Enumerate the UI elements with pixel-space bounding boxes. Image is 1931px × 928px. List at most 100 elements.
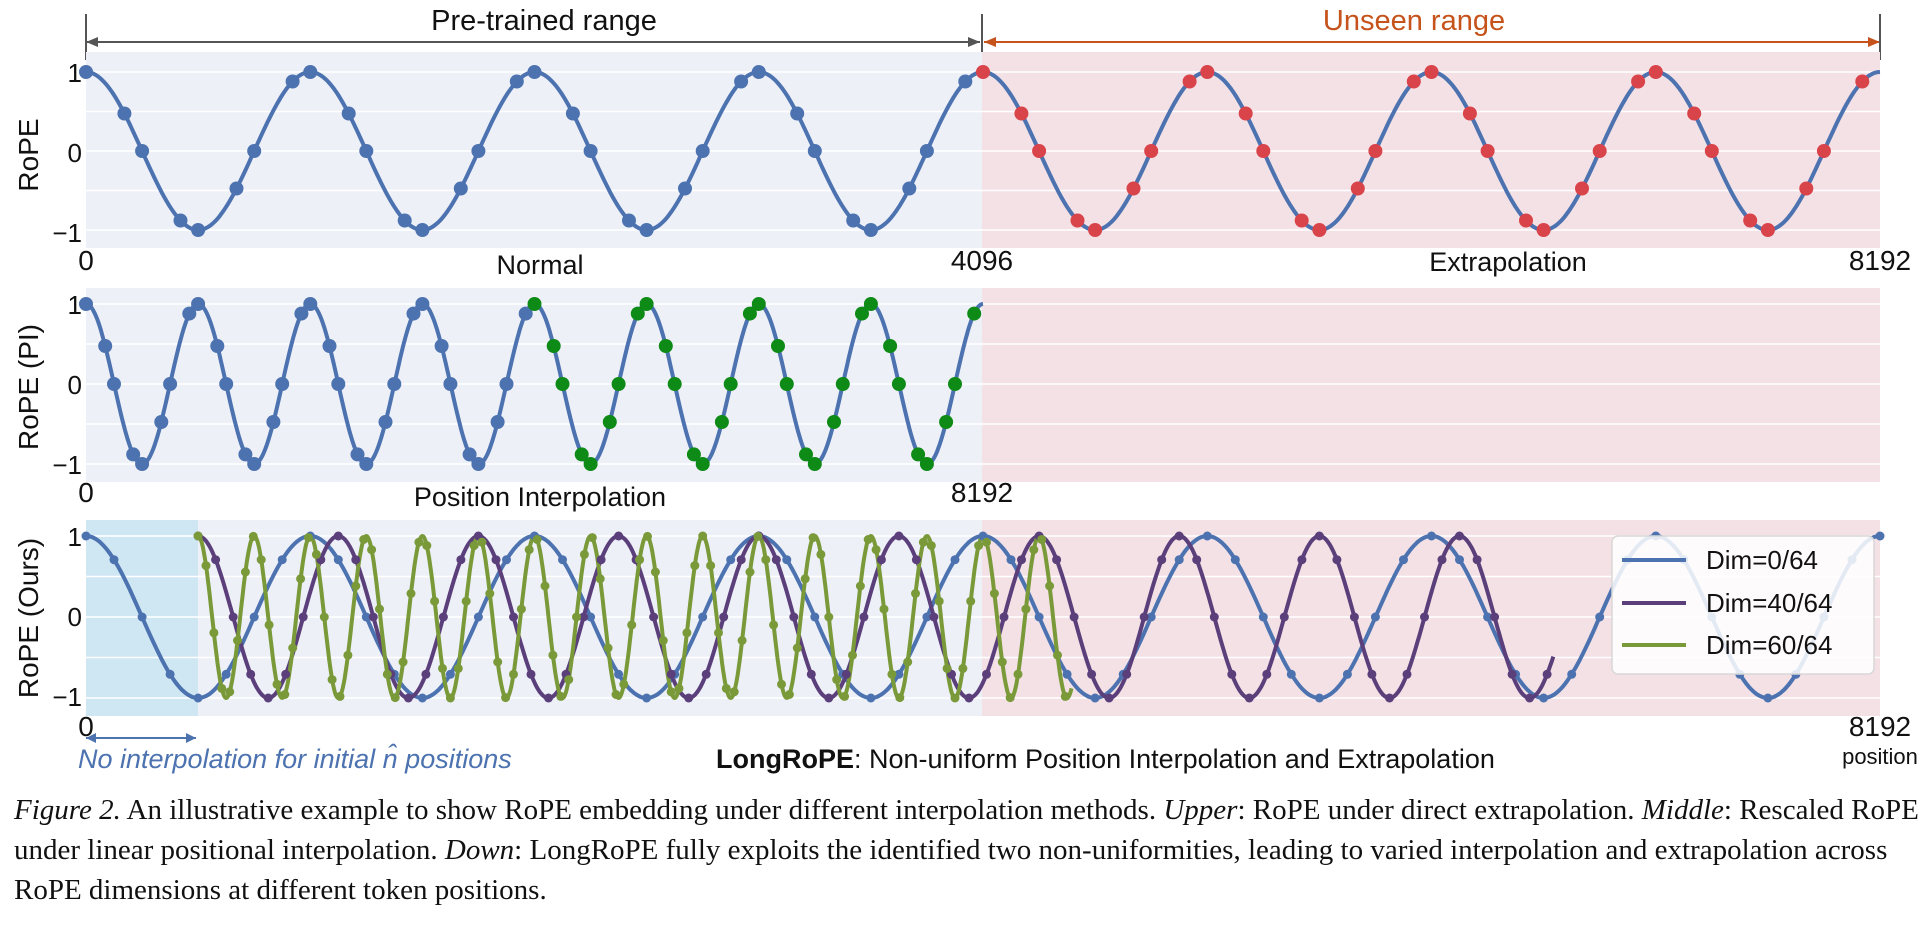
marker-point: [816, 549, 826, 559]
marker-point: [682, 628, 692, 638]
marker-point-red: [1743, 213, 1758, 228]
marker-point: [950, 555, 960, 565]
marker-point: [333, 555, 343, 565]
marker-point: [361, 612, 371, 622]
marker-point-blue: [462, 447, 477, 462]
marker-point: [942, 663, 952, 673]
marker-point: [635, 555, 645, 565]
marker-point-red: [1144, 144, 1159, 158]
marker-point: [548, 650, 558, 660]
initial-positions-note: No interpolation for initial n̂ position…: [78, 744, 512, 774]
marker-point: [501, 693, 511, 703]
marker-point: [1037, 535, 1047, 544]
marker-point-blue: [902, 181, 917, 196]
marker-point: [1021, 604, 1031, 614]
marker-point: [201, 561, 211, 571]
marker-point: [248, 531, 258, 541]
marker-point: [918, 537, 928, 547]
marker-point: [719, 612, 729, 622]
marker-point: [966, 596, 976, 606]
marker-point: [556, 691, 566, 701]
marker-point: [643, 531, 652, 541]
marker-point: [193, 693, 203, 703]
marker-point-blue: [126, 447, 141, 462]
panel-middle: RoPE (PI) 1 0 −1 0 8192 Position Interpo…: [13, 288, 1880, 512]
marker-point: [280, 690, 290, 699]
marker-point: [698, 612, 708, 622]
marker-point: [225, 687, 235, 697]
legend-label-dim60: Dim=60/64: [1706, 630, 1832, 660]
marker-point: [327, 675, 337, 685]
marker-point-blue: [350, 447, 365, 462]
panel-middle-background: [86, 288, 982, 482]
marker-point: [382, 669, 392, 679]
marker-point: [964, 693, 974, 703]
marker-point-red: [1014, 106, 1029, 121]
marker-point: [1286, 669, 1296, 679]
marker-point-red: [1200, 65, 1215, 79]
panel-lower-xtick-0: 0: [78, 711, 94, 742]
marker-point: [421, 669, 431, 679]
marker-point: [926, 541, 936, 551]
marker-point-blue: [565, 106, 580, 121]
marker-point-green: [639, 297, 654, 311]
panel-lower-ylabel: RoPE (Ours): [13, 538, 44, 698]
marker-point: [1542, 669, 1552, 679]
marker-point: [1567, 669, 1577, 679]
marker-point-green: [939, 415, 954, 429]
marker-point-red: [1256, 144, 1271, 158]
marker-point-red: [1631, 74, 1646, 89]
marker-point: [684, 693, 694, 703]
marker-point-green: [714, 415, 729, 429]
marker-point: [240, 567, 250, 577]
marker-point: [1052, 555, 1062, 565]
marker-point: [304, 533, 313, 543]
marker-point: [876, 555, 886, 565]
marker-point: [848, 650, 857, 660]
marker-point: [1314, 531, 1324, 541]
marker-point-red: [1536, 223, 1551, 237]
marker-point: [221, 669, 231, 679]
marker-point: [1013, 669, 1023, 679]
marker-point-blue: [210, 339, 225, 353]
legend-label-dim40: Dim=40/64: [1706, 588, 1832, 618]
marker-point: [1525, 693, 1535, 703]
panel-lower-ytick-1: 1: [68, 522, 82, 552]
marker-point-blue: [359, 457, 374, 471]
panel-upper-ylabel: RoPE: [13, 118, 44, 191]
marker-point: [903, 657, 913, 667]
unseen-range-label: Unseen range: [1323, 5, 1505, 37]
marker-point-blue: [107, 377, 121, 391]
marker-point: [1763, 693, 1773, 703]
marker-point: [445, 669, 455, 679]
panel-upper-ytick-neg1: −1: [52, 218, 82, 248]
marker-point: [855, 581, 865, 591]
marker-point: [390, 693, 400, 703]
marker-point-blue: [322, 339, 337, 353]
marker-point-green: [771, 339, 785, 353]
marker-point-green: [555, 377, 570, 391]
marker-point-green: [891, 377, 906, 391]
marker-point: [982, 669, 991, 679]
marker-point: [453, 663, 463, 673]
marker-point-green: [751, 297, 766, 311]
marker-point: [666, 687, 676, 697]
marker-point-green: [658, 339, 673, 353]
marker-point: [587, 533, 597, 543]
marker-point: [1045, 581, 1055, 591]
marker-point: [406, 589, 416, 598]
marker-point-green: [742, 306, 757, 321]
marker-point-blue: [751, 65, 766, 79]
marker-point: [841, 669, 851, 679]
marker-point-green: [948, 377, 962, 391]
marker-point: [642, 693, 652, 703]
marker-point: [974, 541, 984, 551]
marker-point: [1297, 555, 1307, 565]
marker-point-blue: [135, 144, 150, 158]
marker-point: [272, 679, 282, 689]
marker-point: [982, 537, 991, 547]
marker-point-green: [967, 306, 982, 321]
marker-point: [1332, 555, 1342, 565]
marker-point: [1104, 693, 1114, 703]
pretrained-range-label: Pre-trained range: [431, 5, 657, 37]
